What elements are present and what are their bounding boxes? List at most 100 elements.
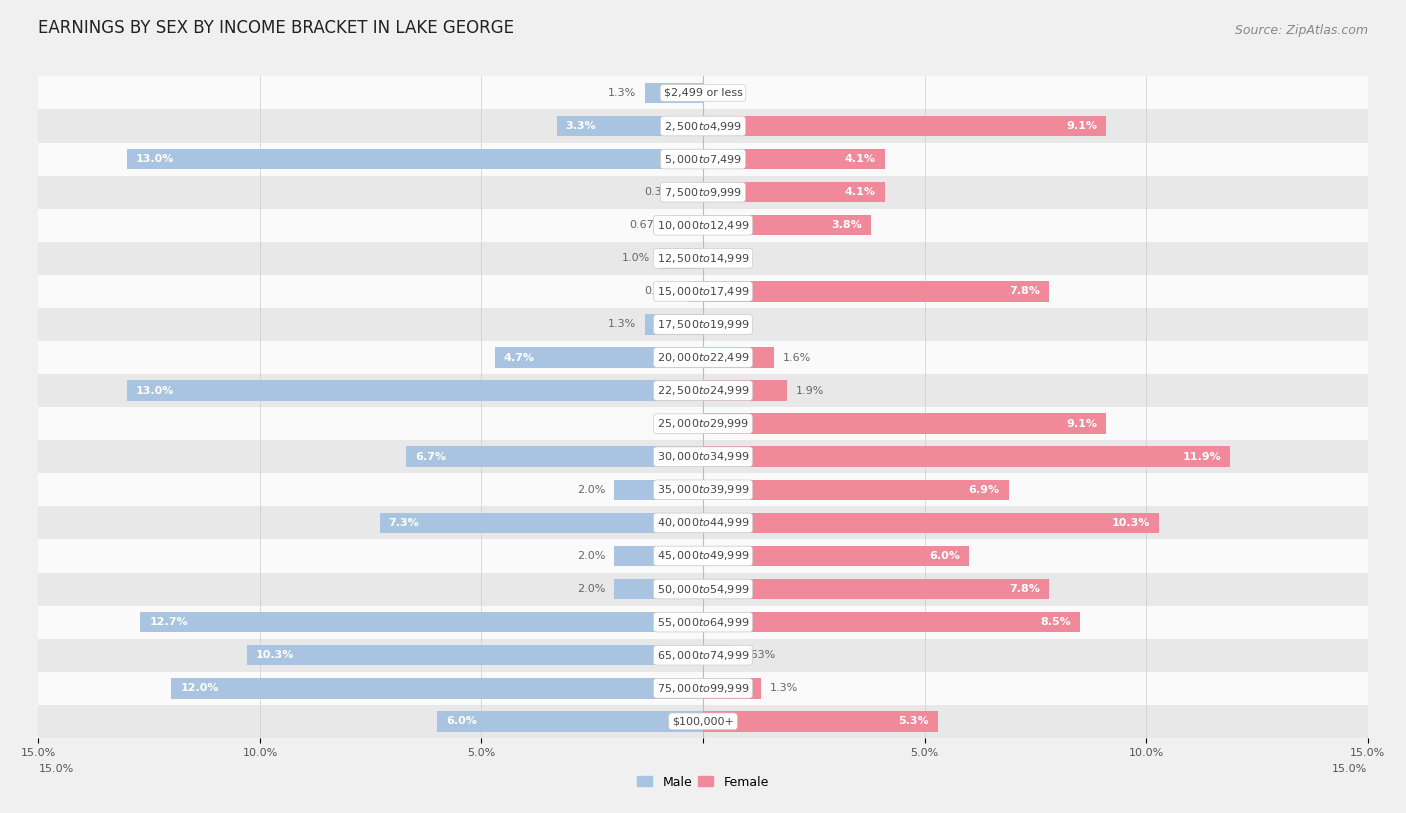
Bar (703, 149, 884, 169)
Text: 0.0%: 0.0% (711, 88, 740, 98)
Text: 1.3%: 1.3% (769, 683, 797, 693)
Text: 0.0%: 0.0% (666, 419, 695, 428)
Bar (703, 414, 1107, 434)
Text: 12.7%: 12.7% (149, 617, 188, 627)
Bar (38, 572, 1368, 606)
Bar (703, 579, 1049, 599)
Text: 0.33%: 0.33% (644, 286, 679, 297)
Text: 2.0%: 2.0% (576, 584, 606, 594)
Text: $2,499 or less: $2,499 or less (664, 88, 742, 98)
Text: $100,000+: $100,000+ (672, 716, 734, 726)
Text: $75,000 to $99,999: $75,000 to $99,999 (657, 682, 749, 695)
Text: $12,500 to $14,999: $12,500 to $14,999 (657, 252, 749, 265)
Text: $2,500 to $4,999: $2,500 to $4,999 (664, 120, 742, 133)
Text: 10.3%: 10.3% (1112, 518, 1150, 528)
Text: 0.0%: 0.0% (711, 254, 740, 263)
Bar (614, 480, 703, 500)
Text: 5.3%: 5.3% (898, 716, 929, 726)
Bar (38, 209, 1368, 241)
Text: 15.0%: 15.0% (1333, 764, 1368, 774)
Text: $55,000 to $64,999: $55,000 to $64,999 (657, 615, 749, 628)
Text: $7,500 to $9,999: $7,500 to $9,999 (664, 185, 742, 198)
Text: $22,500 to $24,999: $22,500 to $24,999 (657, 384, 749, 397)
Text: 13.0%: 13.0% (136, 154, 174, 164)
Bar (703, 215, 872, 236)
Bar (495, 347, 703, 367)
Bar (38, 540, 1368, 572)
Text: 0.33%: 0.33% (644, 187, 679, 198)
Text: 1.3%: 1.3% (609, 320, 637, 329)
Text: EARNINGS BY SEX BY INCOME BRACKET IN LAKE GEORGE: EARNINGS BY SEX BY INCOME BRACKET IN LAK… (38, 19, 515, 37)
Bar (38, 76, 1368, 110)
Text: 3.3%: 3.3% (565, 121, 596, 131)
Bar (406, 446, 703, 467)
Text: 6.0%: 6.0% (929, 551, 960, 561)
Bar (689, 182, 703, 202)
Bar (38, 341, 1368, 374)
Text: 7.8%: 7.8% (1010, 286, 1039, 297)
Text: $40,000 to $44,999: $40,000 to $44,999 (657, 516, 749, 529)
Bar (172, 678, 703, 698)
Bar (127, 149, 703, 169)
Bar (380, 513, 703, 533)
Text: $15,000 to $17,499: $15,000 to $17,499 (657, 285, 749, 298)
Text: 1.0%: 1.0% (621, 254, 650, 263)
Bar (437, 711, 703, 732)
Bar (658, 248, 703, 268)
Text: 7.8%: 7.8% (1010, 584, 1039, 594)
Bar (38, 473, 1368, 506)
Text: 6.7%: 6.7% (415, 452, 446, 462)
Bar (645, 314, 703, 335)
Bar (703, 182, 884, 202)
Text: 0.67%: 0.67% (628, 220, 665, 230)
Bar (673, 215, 703, 236)
Bar (703, 347, 773, 367)
Text: $20,000 to $22,499: $20,000 to $22,499 (657, 351, 749, 364)
Bar (38, 506, 1368, 540)
Text: 9.1%: 9.1% (1066, 121, 1097, 131)
Text: $45,000 to $49,999: $45,000 to $49,999 (657, 550, 749, 563)
Text: 1.6%: 1.6% (783, 353, 811, 363)
Bar (689, 281, 703, 302)
Bar (38, 440, 1368, 473)
Text: 4.7%: 4.7% (503, 353, 534, 363)
Text: 11.9%: 11.9% (1182, 452, 1222, 462)
Bar (703, 380, 787, 401)
Text: 2.0%: 2.0% (576, 485, 606, 495)
Bar (38, 275, 1368, 308)
Legend: Male, Female: Male, Female (633, 771, 773, 793)
Bar (703, 281, 1049, 302)
Text: 4.1%: 4.1% (845, 154, 876, 164)
Bar (38, 142, 1368, 176)
Text: $25,000 to $29,999: $25,000 to $29,999 (657, 417, 749, 430)
Text: 6.9%: 6.9% (969, 485, 1000, 495)
Bar (703, 446, 1230, 467)
Text: $65,000 to $74,999: $65,000 to $74,999 (657, 649, 749, 662)
Bar (38, 241, 1368, 275)
Text: $5,000 to $7,499: $5,000 to $7,499 (664, 153, 742, 166)
Bar (38, 705, 1368, 738)
Text: 0.0%: 0.0% (711, 320, 740, 329)
Text: 0.63%: 0.63% (740, 650, 775, 660)
Bar (38, 407, 1368, 440)
Text: 12.0%: 12.0% (180, 683, 219, 693)
Bar (703, 480, 1008, 500)
Bar (557, 115, 703, 137)
Text: 7.3%: 7.3% (388, 518, 419, 528)
Bar (703, 546, 969, 566)
Bar (703, 645, 731, 666)
Text: $30,000 to $34,999: $30,000 to $34,999 (657, 450, 749, 463)
Bar (703, 612, 1080, 633)
Text: $17,500 to $19,999: $17,500 to $19,999 (657, 318, 749, 331)
Text: 13.0%: 13.0% (136, 385, 174, 396)
Bar (38, 176, 1368, 209)
Text: $10,000 to $12,499: $10,000 to $12,499 (657, 219, 749, 232)
Text: 4.1%: 4.1% (845, 187, 876, 198)
Bar (703, 513, 1160, 533)
Text: 1.9%: 1.9% (796, 385, 824, 396)
Bar (246, 645, 703, 666)
Text: 15.0%: 15.0% (38, 764, 73, 774)
Bar (38, 639, 1368, 672)
Text: $50,000 to $54,999: $50,000 to $54,999 (657, 583, 749, 596)
Bar (703, 115, 1107, 137)
